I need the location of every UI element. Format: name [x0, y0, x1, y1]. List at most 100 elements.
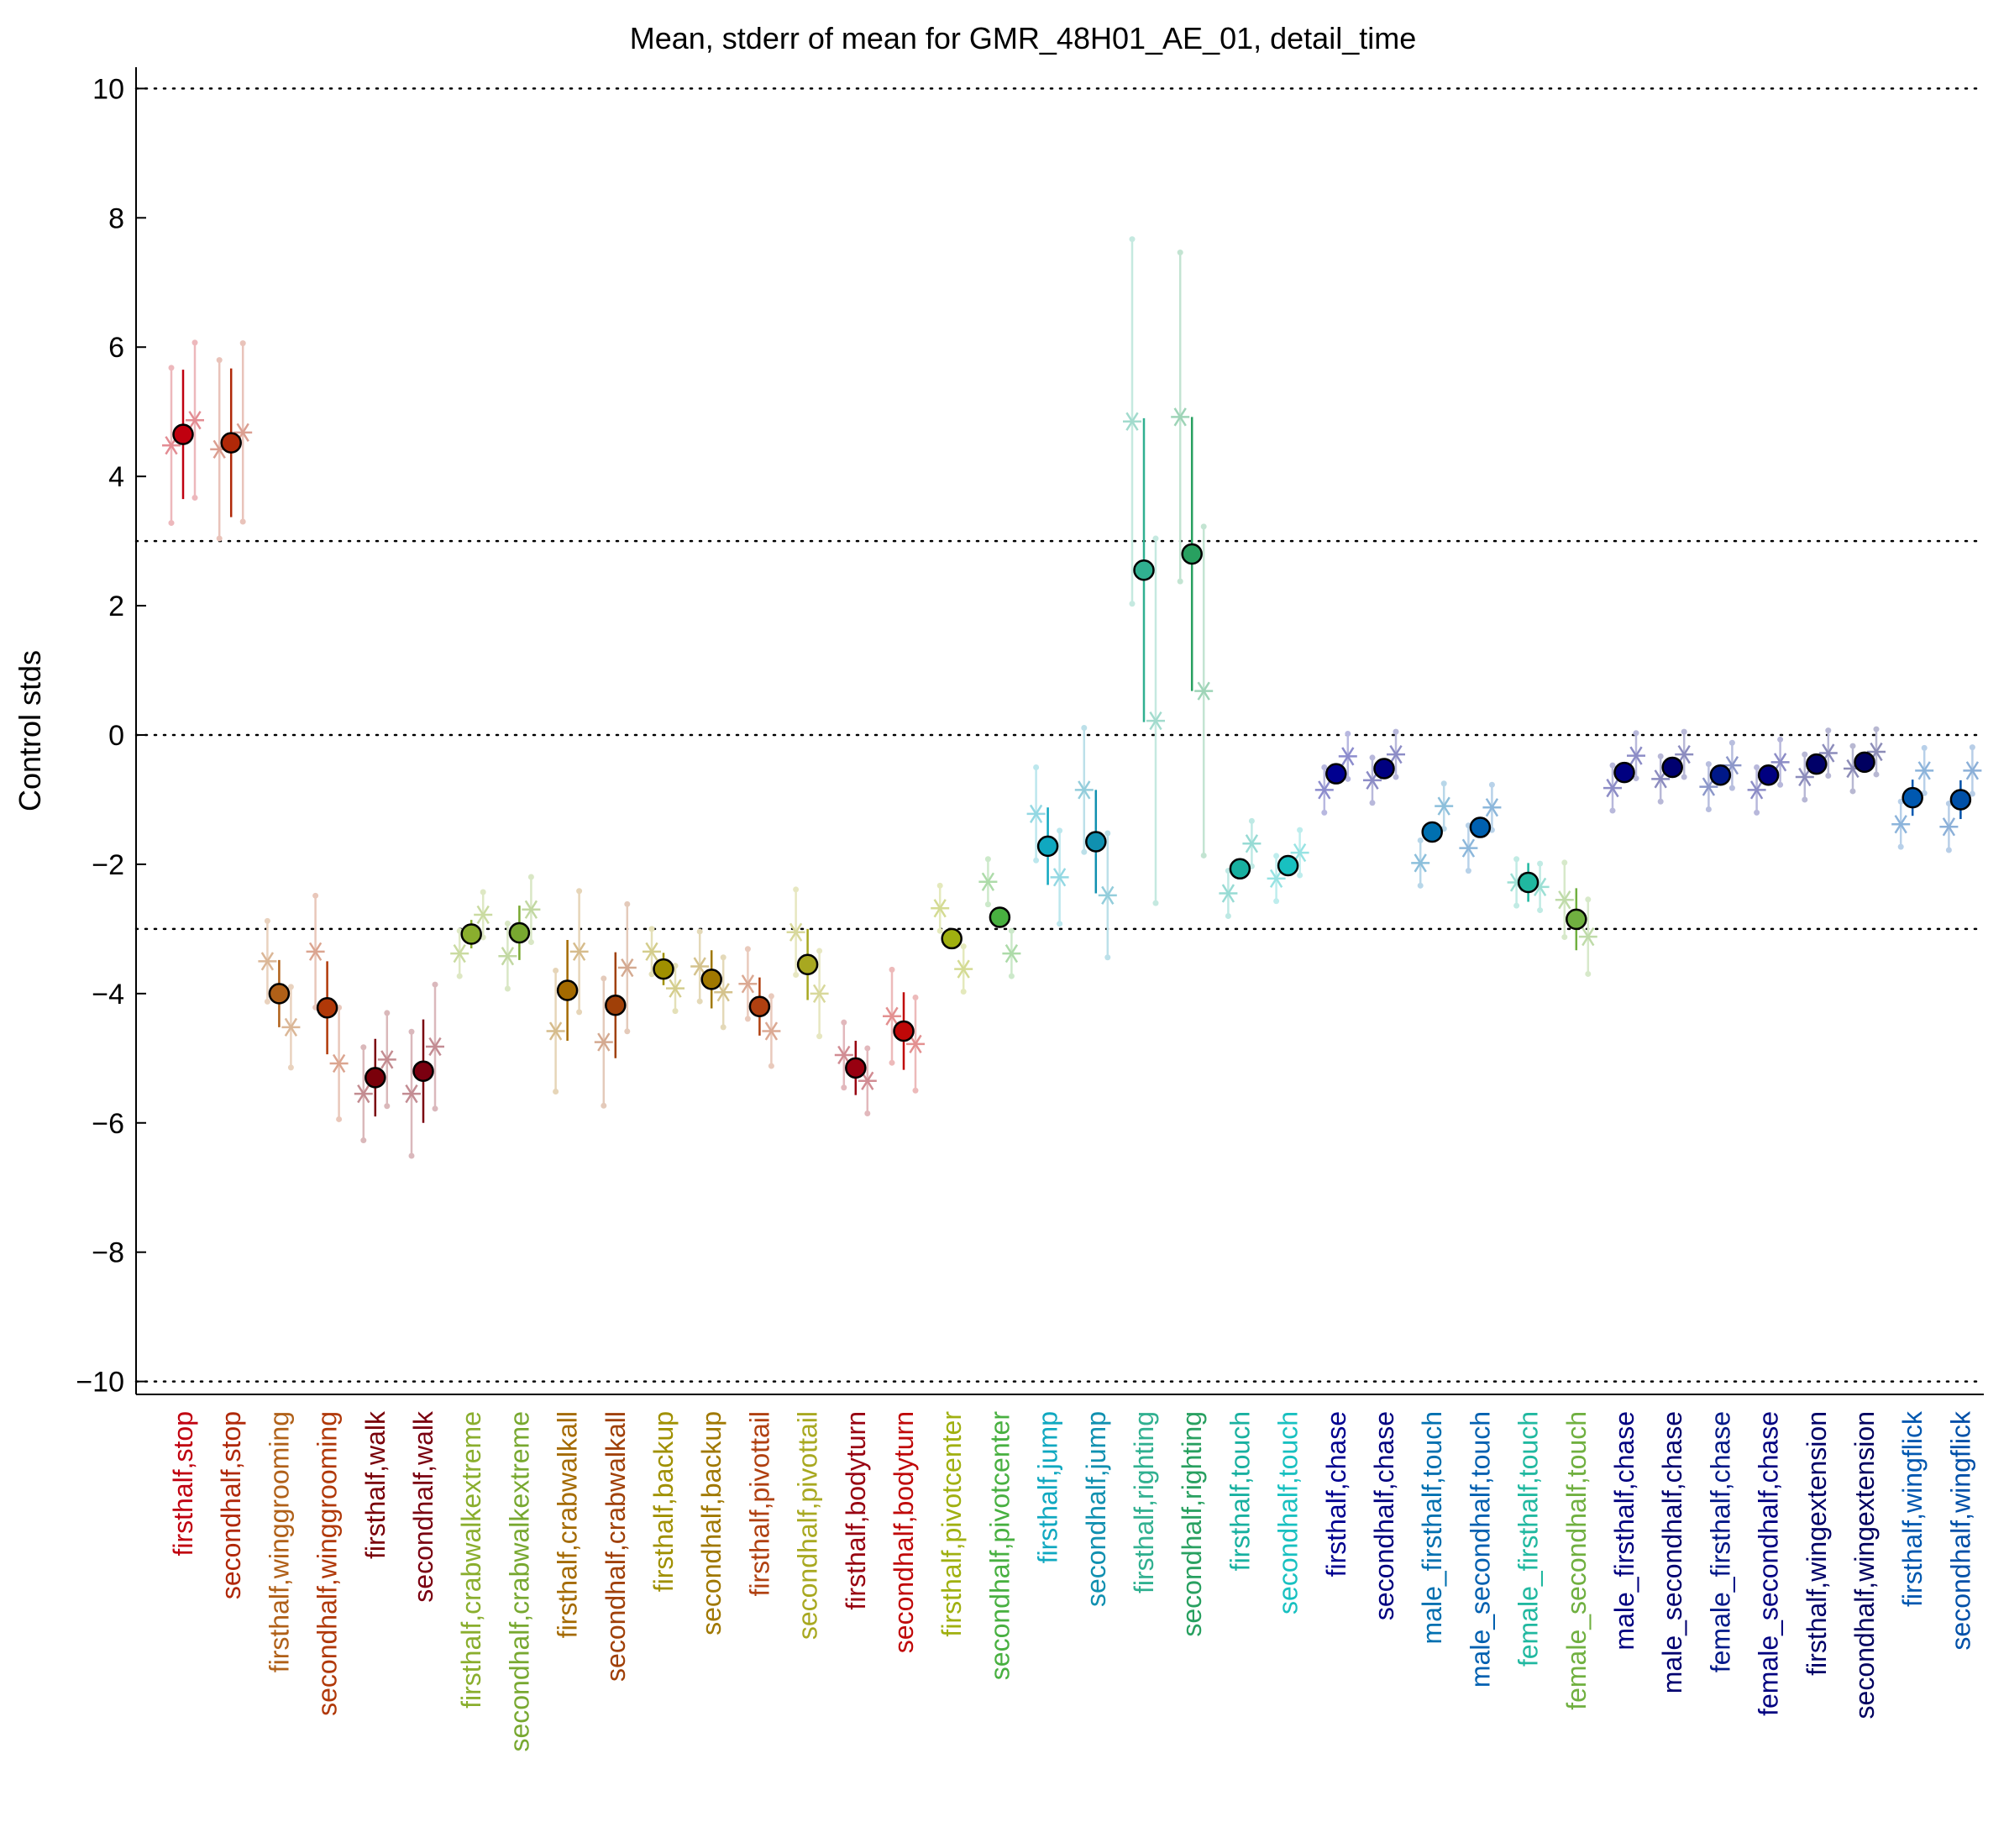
- experiment-dot: [1825, 727, 1831, 733]
- data-point-group: [1411, 780, 1453, 889]
- experiment-dot: [1874, 771, 1880, 777]
- x-tick-label: male_firsthalf,touch: [1417, 1411, 1447, 1644]
- data-point-group: [1603, 730, 1645, 813]
- experiment-dot: [624, 1028, 630, 1034]
- data-point-group: [498, 874, 540, 992]
- x-tick-label: secondhalf,chase: [1369, 1411, 1399, 1620]
- experiment-dot: [1658, 799, 1664, 805]
- data-point-group: [1939, 744, 1981, 853]
- mean-marker: [606, 995, 625, 1015]
- experiment-dot: [1104, 954, 1110, 960]
- data-point-group: [978, 856, 1020, 979]
- experiment-dot: [169, 520, 175, 526]
- experiment-dot: [1104, 830, 1110, 836]
- mean-marker: [174, 425, 193, 444]
- experiment-dot: [1249, 818, 1255, 824]
- experiment-dot: [1922, 745, 1928, 751]
- experiment-dot: [1610, 763, 1616, 769]
- data-point-group: [690, 928, 732, 1030]
- data-point-group: [402, 982, 444, 1159]
- mean-marker: [317, 998, 337, 1017]
- experiment-dot: [1610, 808, 1616, 814]
- experiment-dot: [312, 893, 318, 899]
- experiment-dot: [864, 1110, 870, 1116]
- experiment-dot: [1561, 934, 1567, 940]
- x-tick-label: female_firsthalf,touch: [1513, 1411, 1544, 1667]
- experiment-dot: [937, 883, 943, 889]
- mean-marker: [798, 955, 817, 974]
- experiment-dot: [1130, 236, 1136, 242]
- reference-lines: [136, 88, 1984, 1381]
- chart-canvas: Mean, stderr of mean for GMR_48H01_AE_01…: [0, 0, 2009, 1848]
- experiment-dot: [1729, 740, 1735, 746]
- mean-marker: [1759, 765, 1778, 785]
- experiment-dot: [1273, 853, 1279, 858]
- experiment-dot: [384, 1010, 390, 1016]
- experiment-dot: [1345, 731, 1351, 737]
- data-point-group: [1555, 859, 1597, 977]
- experiment-dot: [1297, 873, 1303, 879]
- experiment-dot: [1225, 913, 1231, 919]
- x-tick-label: male_secondhalf,touch: [1465, 1411, 1495, 1688]
- x-tick-label: secondhalf,backup: [696, 1411, 726, 1635]
- experiment-dot: [553, 1089, 559, 1095]
- y-tick-label: 4: [108, 461, 124, 493]
- mean-marker: [990, 908, 1010, 927]
- experiment-dot: [793, 886, 799, 892]
- experiment-dot: [1009, 974, 1015, 979]
- mean-marker: [462, 925, 481, 944]
- experiment-dot: [1081, 849, 1087, 855]
- data-point-group: [1123, 236, 1165, 906]
- experiment-dot: [816, 948, 822, 954]
- experiment-dot: [505, 921, 511, 927]
- experiment-dot: [480, 890, 486, 895]
- experiment-dot: [1393, 774, 1399, 780]
- data-point-group: [883, 967, 925, 1094]
- x-tick-label: secondhalf,crabwalkextreme: [504, 1411, 534, 1752]
- mean-marker: [1038, 837, 1057, 856]
- experiment-dot: [336, 1116, 342, 1122]
- experiment-dot: [240, 519, 246, 525]
- experiment-dot: [1681, 774, 1687, 780]
- mean-marker: [750, 997, 769, 1016]
- data-point-group: [1508, 856, 1550, 913]
- experiment-dot: [1898, 844, 1904, 850]
- experiment-dot: [1537, 907, 1543, 913]
- y-tick-label: −6: [92, 1108, 124, 1140]
- mean-marker: [1326, 764, 1345, 784]
- data-point-group: [1796, 727, 1838, 802]
- experiment-dot: [768, 1063, 774, 1069]
- mean-marker: [222, 433, 241, 453]
- mean-marker: [1471, 818, 1490, 837]
- mean-marker: [1230, 859, 1250, 879]
- experiment-dot: [913, 995, 919, 1000]
- experiment-dot: [961, 943, 967, 949]
- mean-marker: [414, 1062, 433, 1081]
- mean-marker: [846, 1058, 865, 1078]
- mean-marker: [1278, 856, 1298, 875]
- experiment-dot: [1729, 785, 1735, 791]
- mean-marker: [1183, 544, 1202, 564]
- y-tick-label: 10: [92, 73, 124, 105]
- experiment-dot: [649, 926, 655, 932]
- experiment-dot: [240, 340, 246, 346]
- data-point-group: [595, 901, 637, 1109]
- mean-marker: [1663, 758, 1682, 777]
- experiment-dot: [505, 985, 511, 991]
- experiment-dot: [1850, 788, 1856, 794]
- experiment-dot: [1130, 601, 1136, 606]
- experiment-dot: [1634, 730, 1639, 736]
- experiment-dot: [816, 1033, 822, 1039]
- experiment-dot: [1946, 847, 1952, 853]
- x-tick-label: female_firsthalf,chase: [1705, 1411, 1735, 1672]
- mean-marker: [510, 923, 529, 942]
- experiment-dot: [1033, 764, 1039, 770]
- experiment-dot: [192, 495, 198, 501]
- experiment-dot: [360, 1137, 366, 1143]
- experiment-dot: [1297, 827, 1303, 833]
- mean-marker: [1375, 759, 1394, 779]
- experiment-dot: [1466, 868, 1471, 874]
- axes: [136, 67, 1984, 1394]
- experiment-dot: [1178, 579, 1183, 585]
- experiment-dot: [1706, 761, 1712, 767]
